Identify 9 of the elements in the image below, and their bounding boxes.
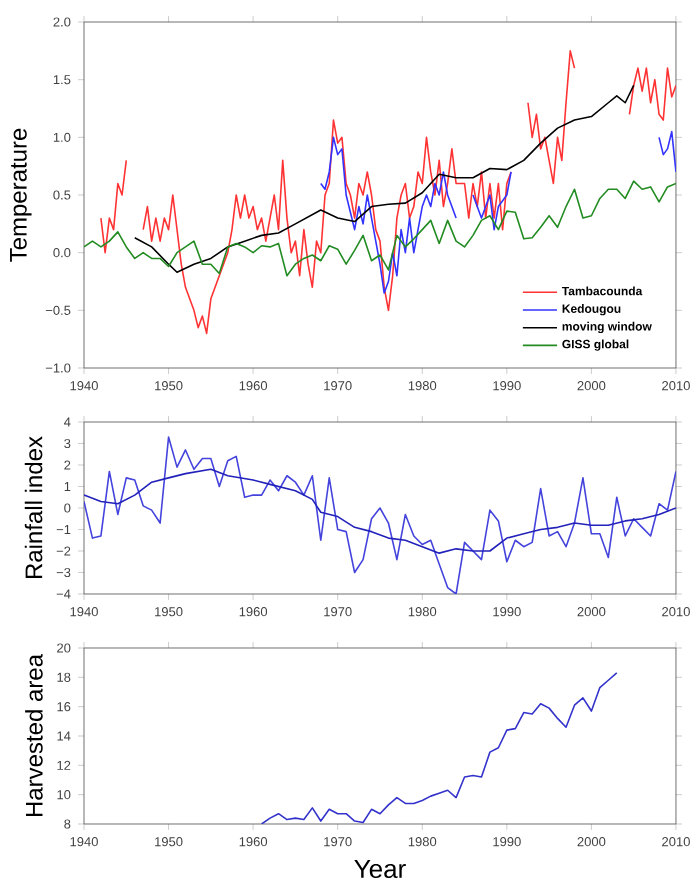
line-series <box>134 84 635 274</box>
line-series <box>84 436 677 594</box>
y-axis-title: Temperature <box>10 128 32 262</box>
y-axis-title: Rainfall index <box>25 436 43 579</box>
line-series <box>84 468 677 554</box>
line-series <box>84 180 677 277</box>
y-axis-title: Harvested area <box>25 654 44 817</box>
x-axis-title: Year <box>354 859 407 879</box>
line-series <box>261 672 619 824</box>
